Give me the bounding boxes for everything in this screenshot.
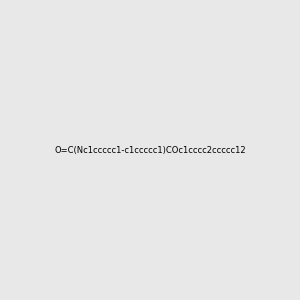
Text: O=C(Nc1ccccc1-c1ccccc1)COc1cccc2ccccc12: O=C(Nc1ccccc1-c1ccccc1)COc1cccc2ccccc12 [54, 146, 246, 154]
